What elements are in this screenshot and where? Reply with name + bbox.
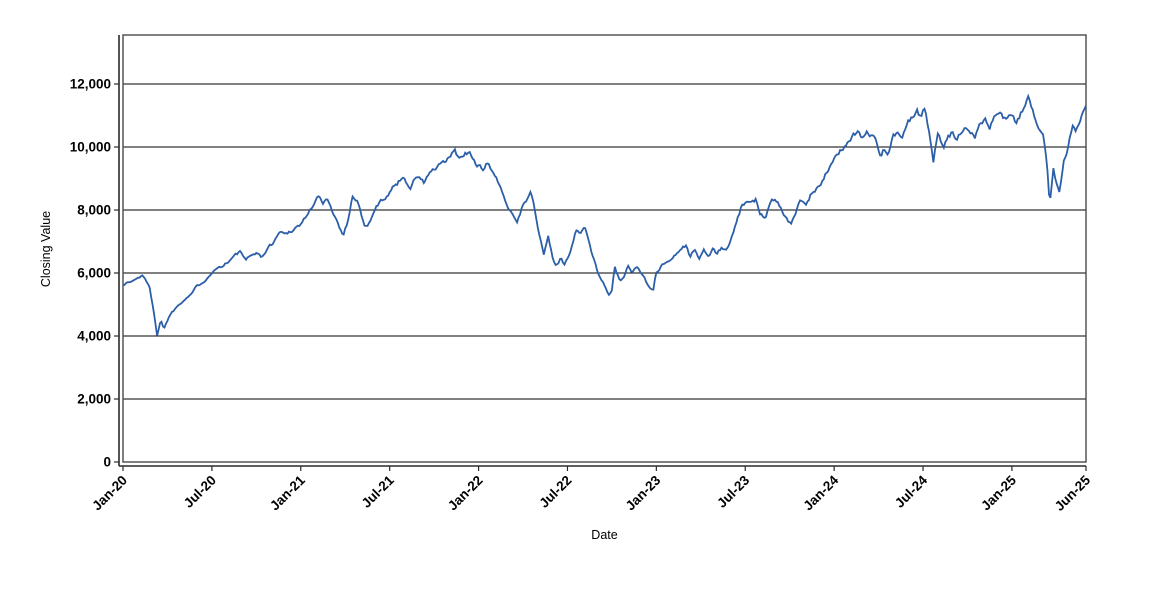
y-tick-label: 6,000 — [77, 266, 111, 281]
x-tick-label: Jul-20 — [181, 473, 219, 511]
x-tick-label: Jul-24 — [892, 472, 931, 511]
x-tick-label: Jun-25 — [1052, 472, 1094, 514]
closing-value-line — [122, 93, 1087, 336]
x-tick-label: Jan-25 — [978, 472, 1019, 513]
x-axis-title: Date — [591, 528, 618, 542]
x-tick-label: Jul-21 — [359, 472, 398, 511]
y-tick-label: 2,000 — [77, 392, 111, 407]
y-axis-title: Closing Value — [39, 210, 53, 288]
x-tick-label: Jan-22 — [445, 473, 486, 514]
x-tick-label: Jan-21 — [267, 472, 308, 513]
x-tick-label: Jan-20 — [89, 473, 130, 514]
y-tick-label: 10,000 — [70, 140, 111, 155]
x-tick-label: Jul-22 — [536, 473, 574, 511]
x-tick-label: Jan-24 — [800, 472, 841, 513]
y-tick-label: 0 — [103, 455, 111, 470]
y-tick-label: 12,000 — [70, 77, 111, 92]
x-tick-label: Jan-23 — [623, 472, 664, 513]
x-tick-label: Jul-23 — [714, 472, 753, 511]
y-tick-label: 8,000 — [77, 203, 111, 218]
plot-border — [122, 34, 1087, 463]
y-tick-label: 4,000 — [77, 329, 111, 344]
